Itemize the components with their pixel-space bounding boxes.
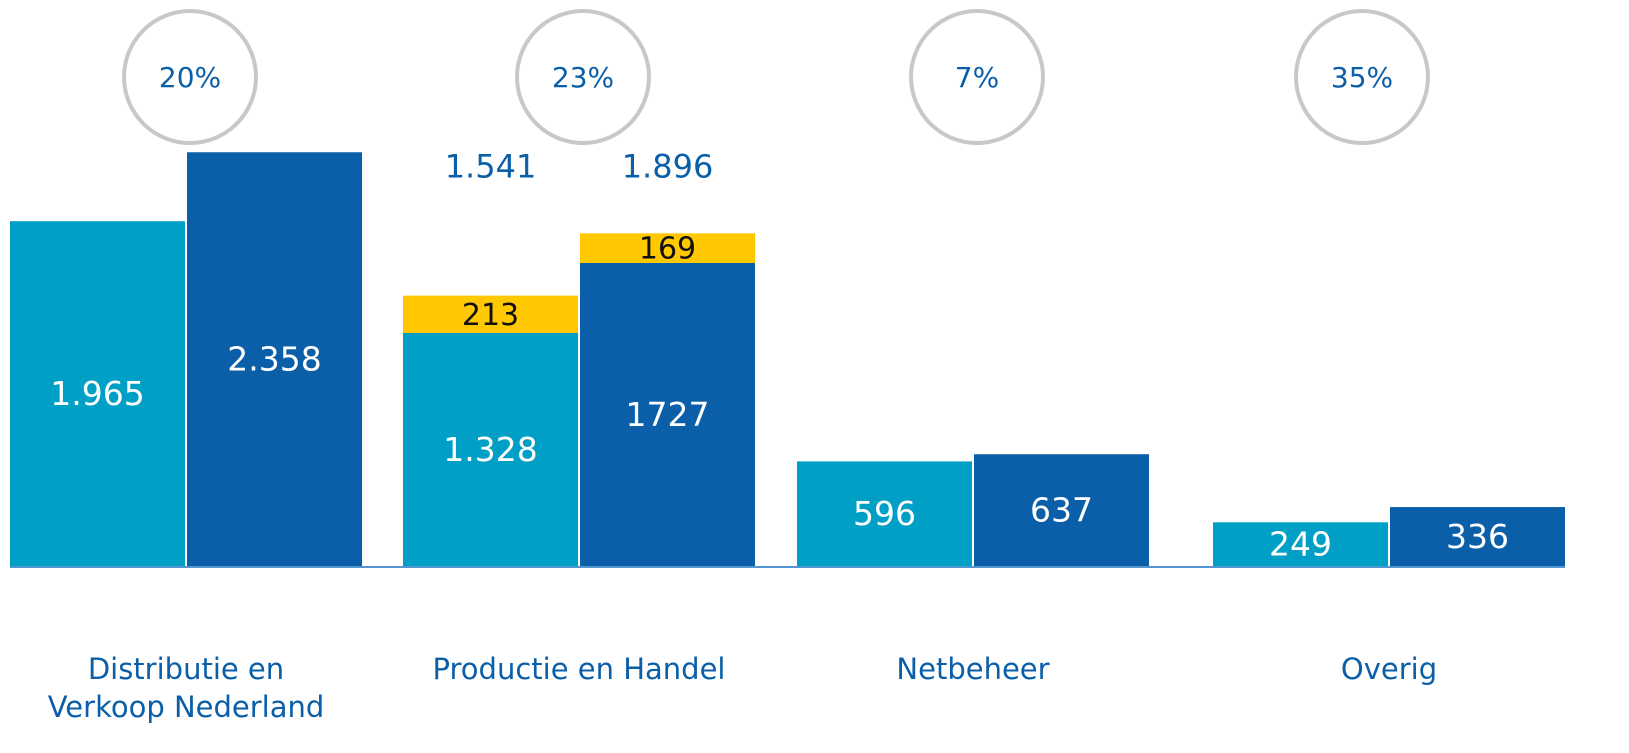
bar-segment xyxy=(580,262,755,566)
value-label: 336 xyxy=(1446,517,1509,556)
bar-segment xyxy=(403,295,578,333)
growth-label: 35% xyxy=(1331,61,1393,94)
growth-circle xyxy=(515,9,651,145)
value-label: 637 xyxy=(1030,491,1093,530)
category-label: Netbeheer xyxy=(896,652,1050,686)
growth-label: 23% xyxy=(552,61,614,94)
bar-segment xyxy=(10,221,185,566)
growth-circle xyxy=(122,9,258,145)
value-label: 213 xyxy=(462,298,519,333)
bar-segment xyxy=(1390,507,1565,566)
category-label: Productie en Handel xyxy=(432,652,726,686)
growth-circle xyxy=(909,9,1045,145)
value-label: 596 xyxy=(853,494,916,533)
bar-segment xyxy=(580,233,755,263)
bar-segment xyxy=(974,454,1149,566)
value-label: 1.328 xyxy=(443,430,537,469)
total-label: 1.541 xyxy=(445,147,537,185)
category-label: Distributie en Verkoop Nederland xyxy=(47,652,325,724)
bar-segment xyxy=(187,152,362,566)
value-label: 249 xyxy=(1269,525,1332,564)
category-label: Overig xyxy=(1340,652,1438,686)
growth-label: 7% xyxy=(955,61,999,94)
bar-segment xyxy=(403,332,578,566)
value-label: 1.965 xyxy=(50,374,144,413)
growth-circle xyxy=(1294,9,1430,145)
value-label: 2.358 xyxy=(227,340,321,379)
value-label: 1727 xyxy=(626,395,710,434)
growth-label: 20% xyxy=(159,61,221,94)
value-label: 169 xyxy=(639,232,696,267)
bar-segment xyxy=(797,461,972,566)
total-label: 1.896 xyxy=(622,147,714,185)
bar-segment xyxy=(1213,522,1388,566)
